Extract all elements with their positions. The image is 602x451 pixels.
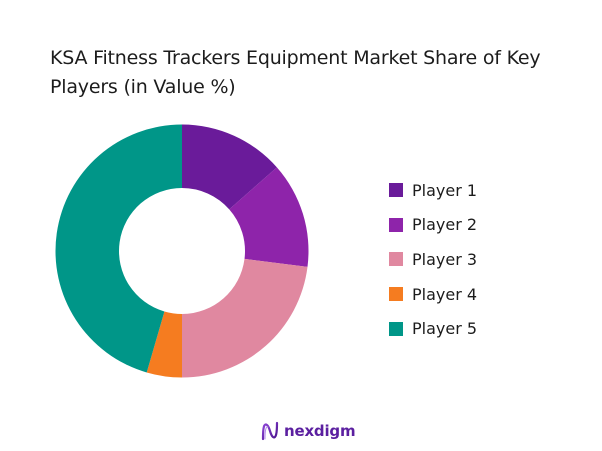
legend-item-player-5: Player 5 [389,311,477,346]
chart-title-line-1: KSA Fitness Trackers Equipment Market Sh… [50,47,541,69]
donut-slices [55,124,309,378]
nexdigm-wave-icon [261,421,279,441]
legend-label: Player 1 [412,180,478,200]
logo-text: nexdigm [284,422,356,440]
donut-slice-player-1 [182,124,277,210]
legend-item-player-2: Player 2 [389,208,477,243]
donut-slice-player-3 [182,258,308,378]
chart-title-line-2: Players (in Value %) [50,76,236,98]
legend-label: Player 2 [412,215,478,235]
legend-item-player-3: Player 3 [389,242,477,277]
legend-swatch [389,321,403,336]
donut-slice-player-4 [146,311,182,378]
legend-label: Player 3 [412,249,478,269]
chart-legend: Player 1 Player 2 Player 3 Player 4 Play… [389,173,477,346]
legend-label: Player 5 [412,319,478,339]
legend-label: Player 4 [412,284,478,304]
legend-swatch [389,183,403,198]
legend-swatch [389,217,403,232]
donut-slice-player-5 [55,124,183,373]
nexdigm-logo: nexdigm [261,421,356,441]
legend-item-player-4: Player 4 [389,277,477,312]
donut-slice-player-2 [229,167,309,267]
legend-item-player-1: Player 1 [389,173,477,208]
legend-swatch [389,287,403,302]
legend-swatch [389,252,403,267]
chart-title: KSA Fitness Trackers Equipment Market Sh… [50,44,580,102]
